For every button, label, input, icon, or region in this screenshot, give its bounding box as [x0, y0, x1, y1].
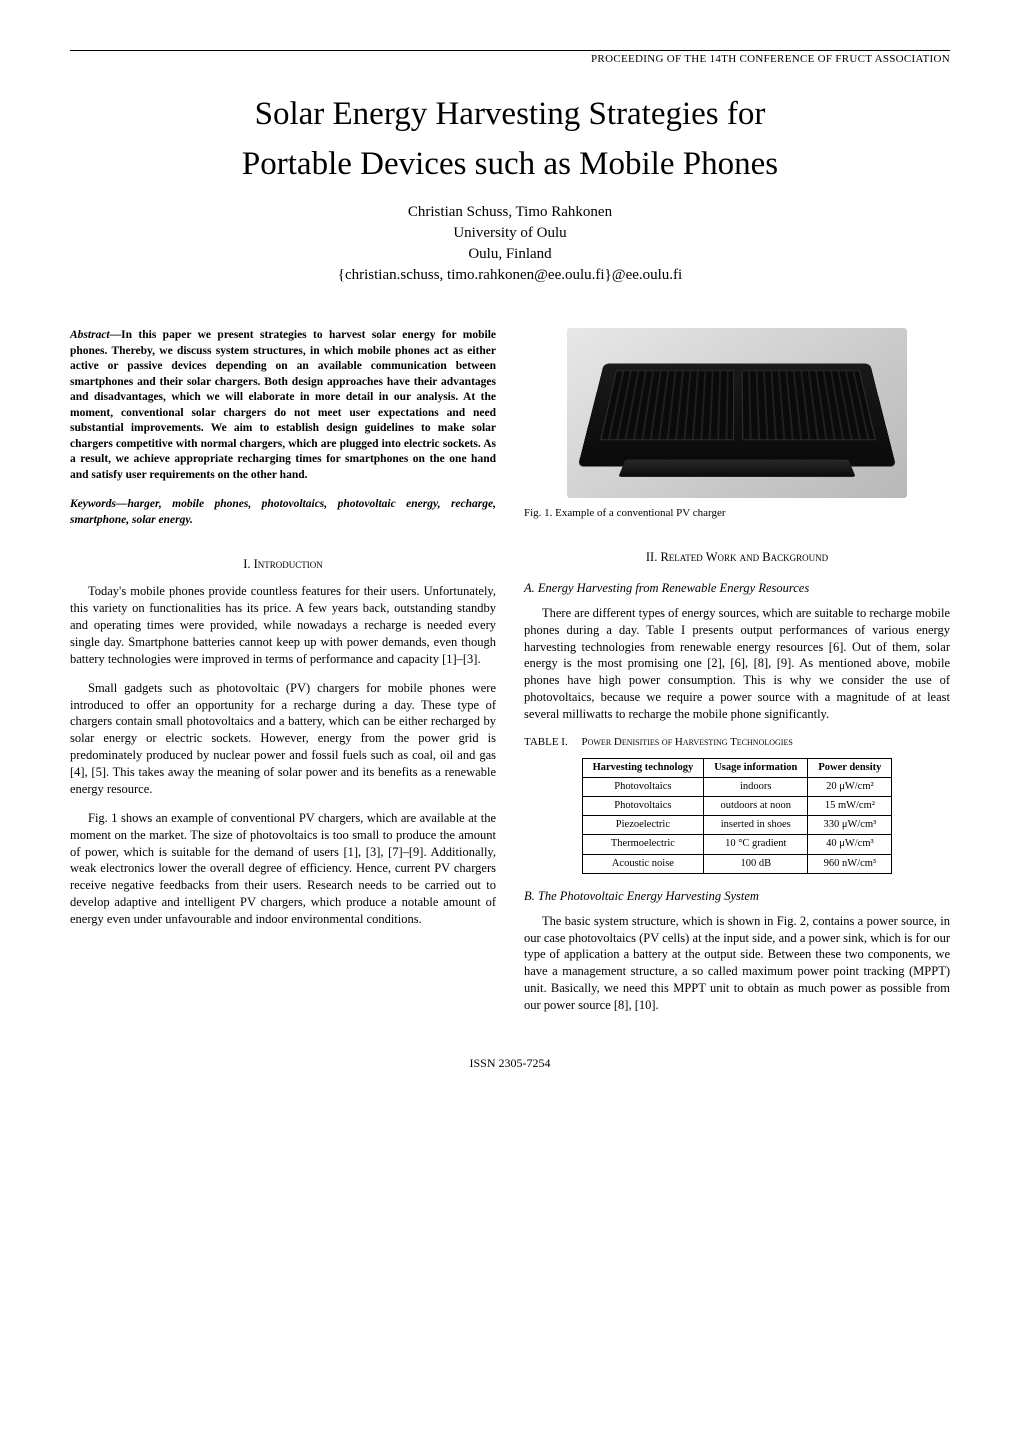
table-row: Acoustic noise 100 dB 960 nW/cm³ — [582, 854, 892, 873]
cell: Photovoltaics — [582, 797, 704, 816]
cell: 330 μW/cm³ — [808, 816, 892, 835]
right-column: Fig. 1. Example of a conventional PV cha… — [524, 328, 950, 1026]
table-header-row: Harvesting technology Usage information … — [582, 758, 892, 777]
s1-p2: Small gadgets such as photovoltaic (PV) … — [70, 680, 496, 798]
cell: Acoustic noise — [582, 854, 704, 873]
cell: indoors — [704, 777, 808, 796]
author-affiliation: University of Oulu — [70, 223, 950, 244]
author-names: Christian Schuss, Timo Rahkonen — [70, 202, 950, 223]
paper-title-line2: Portable Devices such as Mobile Phones — [70, 145, 950, 185]
cell: 10 °C gradient — [704, 835, 808, 854]
footer-issn: ISSN 2305-7254 — [70, 1056, 950, 1071]
cell: 960 nW/cm³ — [808, 854, 892, 873]
pv-charger-lid — [578, 364, 897, 467]
two-column-layout: Abstract—In this paper we present strate… — [70, 328, 950, 1026]
table-1-title: Power Denisities of Harvesting Technolog… — [581, 736, 792, 748]
table-1: Harvesting technology Usage information … — [582, 758, 893, 874]
author-location: Oulu, Finland — [70, 244, 950, 265]
col-tech: Harvesting technology — [582, 758, 704, 777]
figure-1-caption: Fig. 1. Example of a conventional PV cha… — [524, 506, 950, 521]
authors-block: Christian Schuss, Timo Rahkonen Universi… — [70, 202, 950, 286]
cell: inserted in shoes — [704, 816, 808, 835]
section-2-heading: II. Related Work and Background — [524, 549, 950, 566]
table-row: Thermoelectric 10 °C gradient 40 μW/cm³ — [582, 835, 892, 854]
table-1-caption: TABLE I. Power Denisities of Harvesting … — [524, 735, 950, 750]
section-1-heading: I. Introduction — [70, 556, 496, 573]
cell: 100 dB — [704, 854, 808, 873]
keywords: Keywords—harger, mobile phones, photovol… — [70, 497, 496, 528]
keywords-text: —harger, mobile phones, photovoltaics, p… — [70, 498, 496, 526]
s1-p1: Today's mobile phones provide countless … — [70, 583, 496, 667]
author-email: {christian.schuss, timo.rahkonen@ee.oulu… — [70, 265, 950, 286]
col-density: Power density — [808, 758, 892, 777]
pv-charger-base — [618, 460, 855, 477]
abstract-label: Abstract — [70, 329, 110, 341]
table-body: Photovoltaics indoors 20 μW/cm² Photovol… — [582, 777, 892, 873]
s2b-p: The basic system structure, which is sho… — [524, 913, 950, 1014]
subsection-2b: B. The Photovoltaic Energy Harvesting Sy… — [524, 888, 950, 905]
col-usage: Usage information — [704, 758, 808, 777]
header-rule — [70, 50, 950, 51]
cell: Piezoelectric — [582, 816, 704, 835]
cell: Thermoelectric — [582, 835, 704, 854]
cell: 40 μW/cm³ — [808, 835, 892, 854]
subsection-2a: A. Energy Harvesting from Renewable Ener… — [524, 580, 950, 597]
s2a-p: There are different types of energy sour… — [524, 605, 950, 723]
table-row: Photovoltaics outdoors at noon 15 mW/cm² — [582, 797, 892, 816]
abstract-text: —In this paper we present strategies to … — [70, 329, 496, 481]
solar-panel-right — [742, 371, 876, 441]
abstract: Abstract—In this paper we present strate… — [70, 328, 496, 483]
running-header: PROCEEDING OF THE 14TH CONFERENCE OF FRU… — [70, 53, 950, 65]
table-1-label: TABLE I. — [524, 736, 568, 748]
left-column: Abstract—In this paper we present strate… — [70, 328, 496, 1026]
solar-panel-left — [600, 371, 734, 441]
table-row: Photovoltaics indoors 20 μW/cm² — [582, 777, 892, 796]
paper-title-line1: Solar Energy Harvesting Strategies for — [70, 95, 950, 135]
keywords-label: Keywords — [70, 498, 116, 510]
s1-p3: Fig. 1 shows an example of conventional … — [70, 810, 496, 928]
figure-1-image — [567, 328, 907, 498]
cell: Photovoltaics — [582, 777, 704, 796]
table-row: Piezoelectric inserted in shoes 330 μW/c… — [582, 816, 892, 835]
cell: outdoors at noon — [704, 797, 808, 816]
cell: 20 μW/cm² — [808, 777, 892, 796]
cell: 15 mW/cm² — [808, 797, 892, 816]
page: PROCEEDING OF THE 14TH CONFERENCE OF FRU… — [0, 0, 1020, 1111]
